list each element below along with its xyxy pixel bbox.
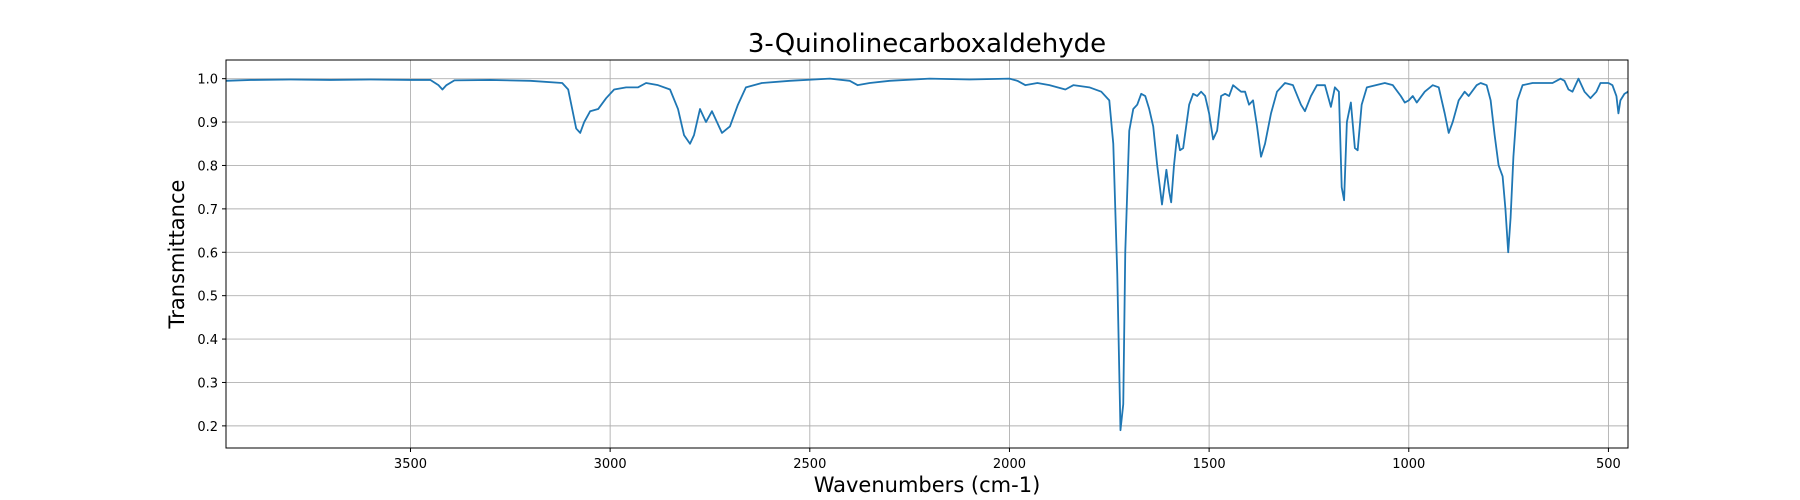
chart-title: 3-Quinolinecarboxaldehyde (748, 29, 1106, 59)
y-axis-label: Transmittance (165, 180, 189, 330)
y-tick-label: 0.4 (197, 333, 218, 348)
x-tick-label: 2500 (793, 457, 826, 472)
y-tick-label: 0.7 (197, 203, 218, 218)
x-tick-label: 1000 (1392, 457, 1425, 472)
y-tick-label: 0.8 (197, 159, 218, 174)
plot-frame (225, 59, 1629, 449)
y-tick-label: 0.6 (197, 246, 218, 261)
x-axis-label: Wavenumbers (cm-1) (814, 473, 1041, 497)
x-tick-label: 500 (1596, 457, 1621, 472)
y-tick-label: 0.2 (197, 420, 218, 435)
spectrum-line (225, 77, 1629, 432)
y-tick-label: 0.9 (197, 116, 218, 131)
x-tick-label: 3000 (594, 457, 627, 472)
x-tick-label: 3500 (394, 457, 427, 472)
x-tick-label: 2000 (993, 457, 1026, 472)
y-tick-label: 0.5 (197, 290, 218, 305)
y-tick-label: 1.0 (197, 73, 218, 88)
y-tick-label: 0.3 (197, 376, 218, 391)
x-tick-label: 1500 (1193, 457, 1226, 472)
